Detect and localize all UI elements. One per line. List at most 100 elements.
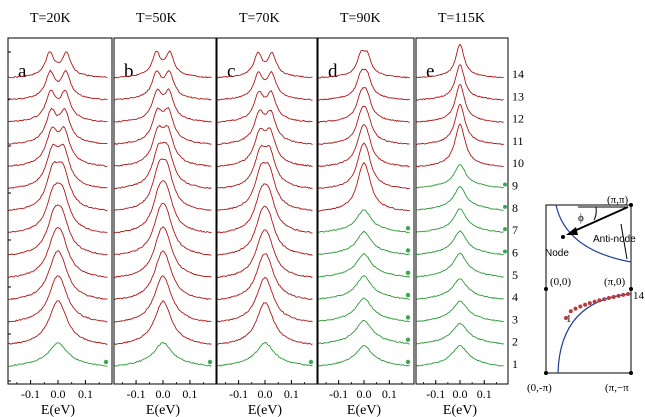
spectrum-curve-c-8	[217, 161, 313, 211]
spectrum-curve-d-5	[318, 252, 410, 278]
spectrum-curve-e-7	[415, 208, 504, 234]
curve-marker-dot-d-4	[405, 292, 411, 298]
panel-title-e: T=115K	[438, 11, 485, 26]
spectrum-curve-a-9	[8, 143, 108, 189]
curve-number-14: 14	[512, 67, 524, 81]
spectrum-curve-a-12	[8, 89, 108, 123]
x-axis-label-b: E(eV)	[146, 403, 181, 417]
spectrum-curve-e-6	[416, 230, 504, 256]
panel-d: -0.1 0.0 0.1	[317, 37, 415, 401]
spectrum-curve-e-8	[416, 185, 504, 211]
label-phi: ϕ	[578, 212, 584, 224]
label-pi-pi: (π,π)	[607, 194, 629, 206]
spectrum-curve-e-3	[416, 300, 504, 323]
spectrum-curve-d-11	[318, 105, 410, 145]
panel-frame-e	[415, 37, 509, 385]
spectrum-curve-b-11	[114, 107, 212, 145]
curve-number-1: 1	[512, 357, 518, 371]
curve-marker-dot-e-8	[503, 204, 507, 209]
inset-frame	[545, 204, 632, 374]
node-arrow-head	[566, 227, 578, 235]
curve-number-7: 7	[512, 223, 518, 237]
spectrum-curve-e-10	[416, 123, 504, 168]
panel-title-a: T=20K	[30, 11, 71, 26]
spectrum-curve-c-11	[217, 109, 313, 145]
x-tick-label-a-2: 0.1	[78, 387, 93, 401]
label-zero-minus-pi: (0,-π)	[527, 382, 552, 394]
spectrum-curve-c-5	[217, 229, 313, 278]
cut-dot-6	[587, 301, 592, 306]
spectrum-curve-a-5	[8, 227, 108, 278]
curve-number-12: 12	[512, 112, 524, 126]
spectrum-curve-c-4	[217, 253, 313, 301]
panel-frame-d	[317, 37, 415, 385]
spectrum-curve-b-9	[114, 141, 212, 190]
spectrum-curve-a-8	[8, 160, 108, 212]
spectrum-curve-e-12	[416, 84, 504, 123]
curve-number-2: 2	[512, 335, 518, 349]
label-zero-zero: (0,0)	[550, 276, 571, 288]
curve-marker-dot-e-6	[503, 249, 507, 254]
panel-letter-c: c	[227, 61, 235, 82]
panel-title-b: T=50K	[136, 11, 177, 26]
x-axis-label-d: E(eV)	[347, 403, 382, 417]
spectrum-curve-b-13	[114, 70, 212, 101]
spectrum-curve-d-7	[318, 209, 410, 234]
x-tick-label-b-2: 0.1	[182, 387, 197, 401]
curve-number-10: 10	[512, 156, 524, 170]
cut-dot-9	[602, 297, 607, 302]
panel-b: -0.1 0.0 0.1	[113, 37, 217, 401]
spectrum-curve-c-12	[217, 90, 313, 123]
spectrum-curve-a-13	[8, 69, 108, 101]
spectrum-curve-a-7	[8, 182, 108, 234]
panel-frame-c	[216, 37, 318, 385]
curve-number-9: 9	[512, 179, 518, 193]
brillouin-zone-inset: (π,π) ϕ Anti-node Node (0,0) (π,0) 14 1 …	[527, 194, 645, 394]
phi-angle-arc	[593, 206, 597, 221]
panel-c: -0.1 0.0 0.1	[216, 37, 318, 401]
spectrum-curve-b-8	[114, 158, 212, 211]
spectrum-curve-b-12	[114, 88, 212, 123]
panel-letter-e: e	[426, 61, 434, 82]
cut-dot-13	[621, 292, 626, 297]
panels-layer: -0.1 0.0 0.1 -0.1 0.0 0.1 -0.1 0.0 0.1 -0.1 0.0 0.1…	[7, 37, 524, 401]
x-tick-label-d-0: -0.1	[329, 387, 348, 401]
x-tick-label-b-0: -0.1	[127, 387, 146, 401]
point-pi-minus-pi	[629, 371, 633, 375]
cut-dot-11	[611, 295, 616, 299]
x-tick-label-d-1: 0.0	[357, 387, 372, 401]
point-pi-pi	[629, 203, 633, 207]
spectrum-curve-d-3	[318, 297, 410, 323]
spectrum-curve-b-5	[114, 226, 212, 278]
spectrum-curve-b-2	[114, 300, 212, 346]
curve-number-6: 6	[512, 245, 518, 259]
spectrum-curve-d-1	[318, 345, 410, 367]
antinode-arrow	[620, 223, 628, 260]
spectrum-curve-a-2	[8, 300, 108, 345]
fermi-surface-upper	[555, 204, 632, 263]
x-tick-label-e-1: 0.0	[453, 387, 468, 401]
label-pi-minus-pi: (π,−π	[605, 382, 629, 394]
point-node	[561, 235, 565, 239]
spectrum-curve-a-11	[8, 107, 108, 146]
x-axis-label-c: E(eV)	[248, 403, 283, 417]
x-tick-label-c-0: -0.1	[229, 387, 248, 401]
spectrum-curve-d-2	[318, 320, 410, 345]
x-tick-label-e-0: -0.1	[426, 387, 445, 401]
x-axis-label-e: E(eV)	[443, 403, 478, 417]
panel-letter-d: d	[328, 61, 338, 82]
cut-dots	[564, 292, 630, 320]
spectrum-curve-c-7	[217, 183, 313, 234]
spectrum-curve-a-1	[8, 342, 108, 367]
x-tick-label-e-2: 0.1	[477, 387, 492, 401]
cut-dot-12	[616, 293, 621, 298]
x-axis-label-a: E(eV)	[41, 403, 76, 417]
curve-number-8: 8	[512, 201, 518, 215]
curve-number-4: 4	[512, 290, 518, 304]
spectrum-curve-c-9	[217, 144, 313, 190]
cut-dot-8	[597, 298, 602, 303]
curve-number-3: 3	[512, 312, 518, 326]
curve-number-13: 13	[512, 89, 524, 103]
panel-a: -0.1 0.0 0.1	[7, 37, 113, 401]
